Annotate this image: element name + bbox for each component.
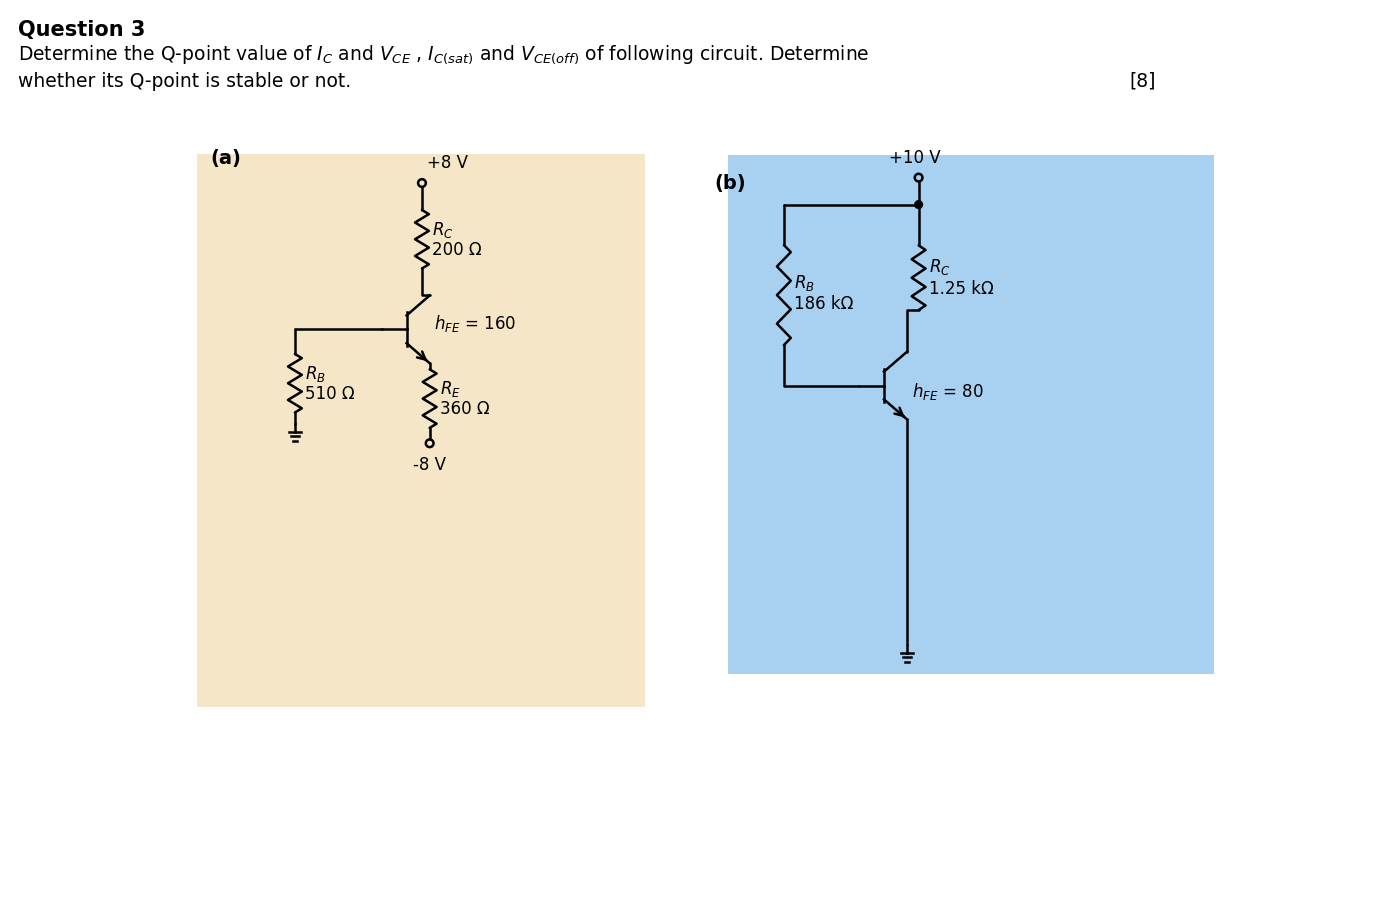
Text: Question 3: Question 3 [18, 20, 146, 41]
Text: 510 Ω: 510 Ω [304, 385, 354, 403]
Text: whether its Q-point is stable or not.: whether its Q-point is stable or not. [18, 72, 351, 91]
Text: +8 V: +8 V [427, 154, 468, 172]
Text: Determine the Q-point value of $I_C$ and $V_{CE}$ , $I_{C(sat)}$ and $V_{CE(off): Determine the Q-point value of $I_C$ and… [18, 44, 869, 66]
Text: (a): (a) [211, 149, 241, 168]
Text: -8 V: -8 V [413, 455, 446, 474]
Bar [728, 155, 1213, 674]
Bar [197, 154, 646, 706]
Text: $R_B$: $R_B$ [795, 273, 815, 293]
Text: 1.25 kΩ: 1.25 kΩ [928, 279, 993, 298]
Text: [8]: [8] [1129, 72, 1155, 91]
Text: $h_{FE}$ = 160: $h_{FE}$ = 160 [434, 313, 516, 334]
Text: (b): (b) [715, 173, 746, 193]
Text: $R_C$: $R_C$ [432, 220, 453, 240]
Text: $R_B$: $R_B$ [304, 364, 326, 384]
Text: 360 Ω: 360 Ω [439, 400, 489, 419]
Text: $h_{FE}$ = 80: $h_{FE}$ = 80 [912, 381, 983, 402]
Text: $R_E$: $R_E$ [439, 379, 460, 399]
Text: $R_C$: $R_C$ [928, 257, 950, 277]
Text: 200 Ω: 200 Ω [432, 241, 482, 259]
Text: +10 V: +10 V [890, 148, 940, 167]
Circle shape [914, 201, 923, 208]
Text: 186 kΩ: 186 kΩ [795, 295, 854, 313]
